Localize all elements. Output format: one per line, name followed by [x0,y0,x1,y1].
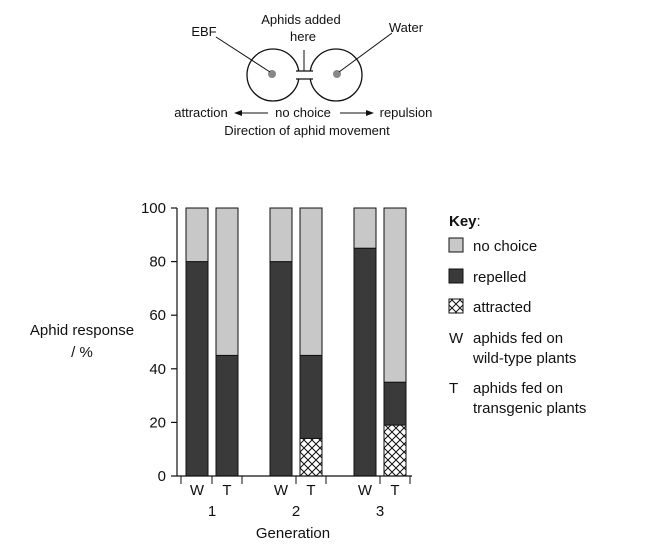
bar-segment-no-choice [383,207,407,383]
legend-title: Key: [449,213,481,230]
legend-t-desc-2: transgenic plants [473,400,586,417]
ebf-label: EBF [191,24,216,39]
bar-segment-repelled [215,354,239,477]
bar-segment-repelled [353,247,377,477]
bar-segment-no-choice [269,207,293,263]
y-tick-label: 40 [149,361,166,378]
x-tick-label: W [190,482,205,499]
legend-t-desc-1: aphids fed on [473,380,563,397]
x-tick-label: W [358,482,373,499]
y-axis-ticks: 0 20 40 60 80 100 [141,200,177,485]
x-axis-label: Generation [256,525,330,542]
legend-w-desc-1: aphids fed on [473,330,563,347]
bar-segment-repelled [299,354,323,439]
legend-swatch-no-choice [448,237,464,253]
ebf-pointer [215,36,271,73]
repulsion-label: repulsion [380,105,433,120]
water-pointer [338,32,393,73]
legend-t-symbol: T [449,380,458,397]
y-tick-label: 0 [158,468,166,485]
legend-label-attracted: attracted [473,299,531,316]
aphids-added-label-2: here [290,29,316,44]
diagram-caption: Direction of aphid movement [224,123,390,138]
group-label: 2 [292,503,300,520]
group-label: 1 [208,503,216,520]
group-label: 3 [376,503,384,520]
legend-label-repelled: repelled [473,269,526,286]
water-label: Water [389,20,424,35]
connecting-tube [296,71,313,79]
bar-segment-no-choice [215,207,239,356]
y-tick-label: 60 [149,307,166,324]
no-choice-direction-label: no choice [275,105,331,120]
legend: Key: no choice repelled attracted W aphi… [448,213,586,417]
y-axis-label-unit: / % [71,344,93,361]
bar-segment-repelled [185,261,209,477]
x-tick-label: T [390,482,399,499]
bar-segment-no-choice [299,207,323,356]
bar-segment-no-choice [353,207,377,249]
x-tick-label: T [222,482,231,499]
apparatus-diagram: EBF Aphids added here Water attraction n… [174,12,432,138]
y-tick-label: 20 [149,414,166,431]
legend-label-no-choice: no choice [473,238,537,255]
y-tick-label: 100 [141,200,166,217]
right-arrow-head [366,110,374,116]
bar-segment-no-choice [185,207,209,263]
attraction-label: attraction [174,105,227,120]
left-arrow-head [234,110,242,116]
legend-w-symbol: W [449,330,464,347]
legend-w-desc-2: wild-type plants [472,350,576,367]
bar-segment-attracted [383,424,407,477]
legend-swatch-attracted [448,298,464,314]
bars [185,207,407,477]
y-tick-label: 80 [149,254,166,271]
x-axis-ticks: W T W T W T1 2 3 [180,476,411,520]
x-tick-label: W [274,482,289,499]
bar-segment-attracted [299,437,323,477]
legend-swatch-repelled [448,268,464,284]
y-axis-label: Aphid response [30,322,134,339]
aphids-added-label: Aphids added [261,12,341,27]
bar-segment-repelled [383,381,407,426]
x-tick-label: T [306,482,315,499]
bar-segment-repelled [269,261,293,477]
